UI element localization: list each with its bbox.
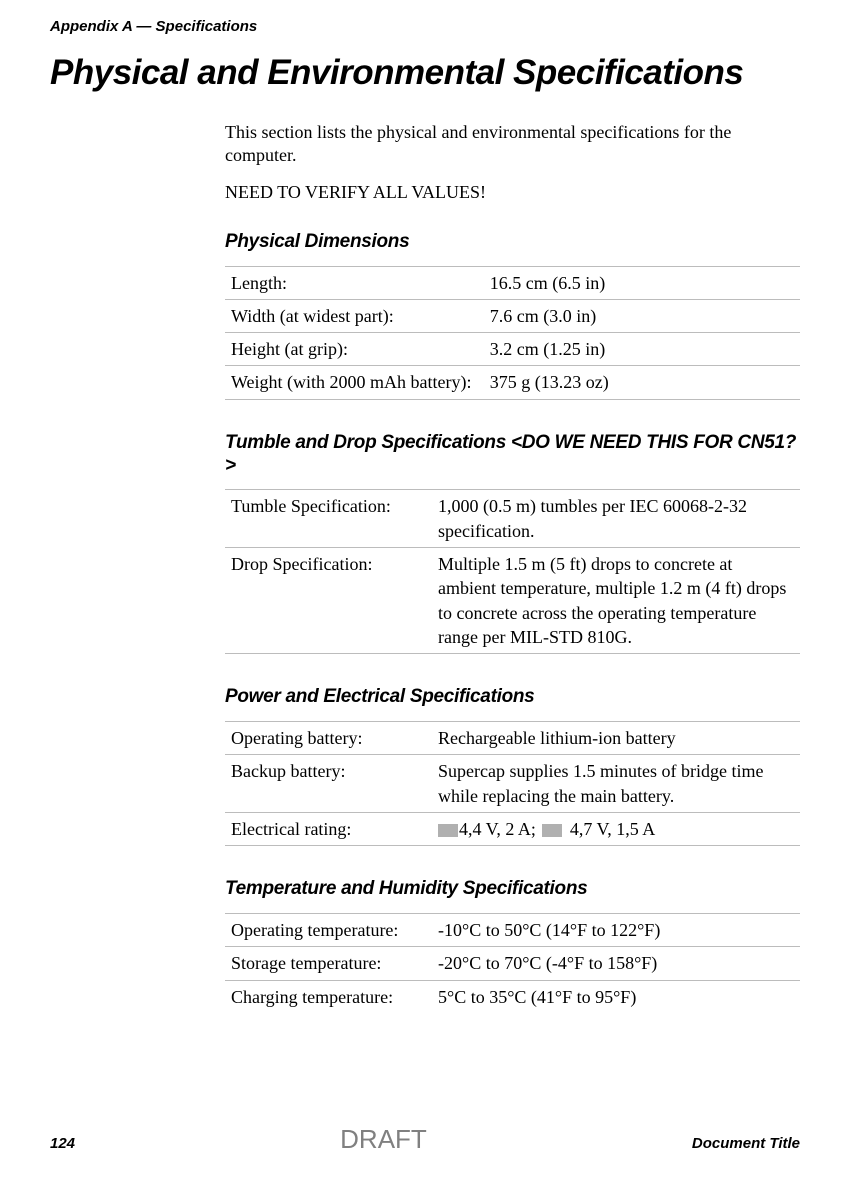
spec-value: 375 g (13.23 oz) (484, 366, 800, 399)
electrical-value-2: 4,7 V, 1,5 A (565, 819, 655, 839)
page-title: Physical and Environmental Specification… (50, 53, 800, 93)
table-row: Length: 16.5 cm (6.5 in) (225, 266, 800, 299)
page-number: 124 (50, 1135, 75, 1152)
section-heading-power: Power and Electrical Specifications (225, 686, 800, 709)
spec-label: Length: (225, 266, 484, 299)
spec-value: 3.2 cm (1.25 in) (484, 333, 800, 366)
spec-label: Tumble Specification: (225, 490, 432, 548)
dimensions-table: Length: 16.5 cm (6.5 in) Width (at wides… (225, 266, 800, 400)
intro-paragraph: This section lists the physical and envi… (225, 121, 800, 168)
spec-value: Multiple 1.5 m (5 ft) drops to concrete … (432, 547, 800, 653)
table-row: Charging temperature: 5°C to 35°C (41°F … (225, 980, 800, 1013)
spec-label: Drop Specification: (225, 547, 432, 653)
spec-value: 1,000 (0.5 m) tumbles per IEC 60068-2-32… (432, 490, 800, 548)
spec-value: 4,4 V, 2 A; 4,7 V, 1,5 A (432, 812, 800, 845)
power-table: Operating battery: Rechargeable lithium-… (225, 721, 800, 846)
spec-label: Charging temperature: (225, 980, 432, 1013)
spec-value: -20°C to 70°C (-4°F to 158°F) (432, 947, 800, 980)
section-heading-dimensions: Physical Dimensions (225, 231, 800, 254)
spec-label: Width (at widest part): (225, 299, 484, 332)
document-title: Document Title (692, 1135, 800, 1152)
table-row: Weight (with 2000 mAh battery): 375 g (1… (225, 366, 800, 399)
tumble-table: Tumble Specification: 1,000 (0.5 m) tumb… (225, 489, 800, 654)
spec-label: Electrical rating: (225, 812, 432, 845)
table-row: Width (at widest part): 7.6 cm (3.0 in) (225, 299, 800, 332)
spec-value: 7.6 cm (3.0 in) (484, 299, 800, 332)
spec-value: -10°C to 50°C (14°F to 122°F) (432, 913, 800, 946)
section-heading-temp: Temperature and Humidity Specifications (225, 878, 800, 901)
page-footer: 124 DRAFT Document Title (50, 1124, 800, 1155)
table-row: Tumble Specification: 1,000 (0.5 m) tumb… (225, 490, 800, 548)
spec-label: Operating battery: (225, 721, 432, 754)
table-row: Drop Specification: Multiple 1.5 m (5 ft… (225, 547, 800, 653)
placeholder-icon (438, 824, 458, 837)
table-row: Operating temperature: -10°C to 50°C (14… (225, 913, 800, 946)
table-row: Backup battery: Supercap supplies 1.5 mi… (225, 755, 800, 813)
placeholder-icon (542, 824, 562, 837)
spec-value: 5°C to 35°C (41°F to 95°F) (432, 980, 800, 1013)
spec-value: Rechargeable lithium-ion battery (432, 721, 800, 754)
electrical-value-1: 4,4 V, 2 A; (459, 819, 540, 839)
table-row: Electrical rating: 4,4 V, 2 A; 4,7 V, 1,… (225, 812, 800, 845)
temp-table: Operating temperature: -10°C to 50°C (14… (225, 913, 800, 1013)
draft-watermark: DRAFT (340, 1124, 427, 1155)
spec-label: Weight (with 2000 mAh battery): (225, 366, 484, 399)
spec-value: 16.5 cm (6.5 in) (484, 266, 800, 299)
table-row: Height (at grip): 3.2 cm (1.25 in) (225, 333, 800, 366)
appendix-header: Appendix A — Specifications (50, 18, 800, 35)
spec-label: Height (at grip): (225, 333, 484, 366)
spec-label: Operating temperature: (225, 913, 432, 946)
spec-value: Supercap supplies 1.5 minutes of bridge … (432, 755, 800, 813)
spec-label: Backup battery: (225, 755, 432, 813)
verify-note: NEED TO VERIFY ALL VALUES! (225, 182, 800, 203)
table-row: Operating battery: Rechargeable lithium-… (225, 721, 800, 754)
spec-label: Storage temperature: (225, 947, 432, 980)
table-row: Storage temperature: -20°C to 70°C (-4°F… (225, 947, 800, 980)
section-heading-tumble: Tumble and Drop Specifications <DO WE NE… (225, 432, 800, 478)
